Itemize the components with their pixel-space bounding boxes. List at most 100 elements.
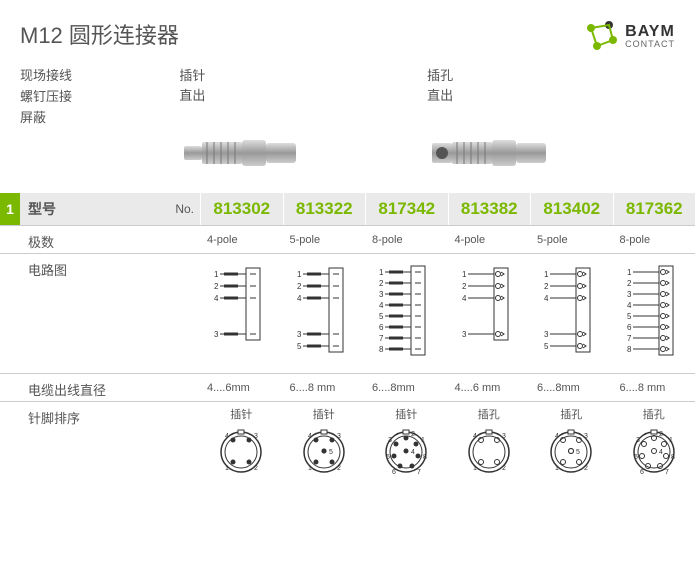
svg-text:4: 4 (627, 301, 632, 310)
svg-text:5: 5 (544, 342, 549, 351)
svg-text:4: 4 (659, 449, 663, 456)
svg-text:1: 1 (297, 270, 302, 279)
circuit-diagram: 1243 (200, 254, 283, 362)
circuit-diagram: 1243 (448, 254, 531, 362)
svg-text:1: 1 (462, 270, 467, 279)
svg-text:2: 2 (544, 282, 549, 291)
svg-text:8: 8 (627, 345, 632, 354)
model-number: 813382 (448, 193, 531, 225)
svg-text:4: 4 (411, 449, 415, 456)
svg-text:1: 1 (555, 465, 559, 472)
svg-text:2: 2 (584, 465, 588, 472)
svg-text:5: 5 (576, 449, 580, 456)
poles-row: 极数 4-pole 5-pole 8-pole 4-pole 5-pole 8-… (0, 225, 695, 253)
svg-text:3: 3 (636, 437, 640, 444)
pinout-sublabel: 插孔 (478, 406, 500, 422)
svg-text:1: 1 (544, 270, 549, 279)
cable-value: 6....8 mm (613, 374, 695, 401)
pinout-cell: 插针21876534 (365, 402, 448, 478)
pinout-cell: 插针43215 (283, 402, 366, 478)
svg-text:5: 5 (297, 342, 302, 351)
brand-name: BAYM (625, 24, 675, 40)
svg-text:3: 3 (544, 330, 549, 339)
svg-text:6: 6 (392, 469, 396, 476)
svg-text:1: 1 (214, 270, 219, 279)
svg-text:3: 3 (254, 433, 258, 440)
page-title: M12 圆形连接器 (20, 18, 179, 50)
connector-male-image (179, 123, 309, 183)
svg-text:3: 3 (297, 330, 302, 339)
pole-value: 8-pole (613, 226, 695, 253)
svg-text:2: 2 (627, 279, 632, 288)
svg-text:3: 3 (627, 290, 632, 299)
svg-text:2: 2 (411, 431, 415, 438)
svg-text:4: 4 (379, 301, 384, 310)
svg-text:7: 7 (417, 469, 421, 476)
model-number: 817342 (365, 193, 448, 225)
cable-row: 电缆出线直径 4....6mm 6....8 mm 6....8mm 4....… (0, 373, 695, 401)
spec-item: 螺钉压接 (20, 87, 179, 108)
svg-text:3: 3 (388, 437, 392, 444)
group-female: 插孔 直出 (427, 66, 675, 183)
svg-text:3: 3 (337, 433, 341, 440)
svg-text:4: 4 (544, 294, 549, 303)
model-label: 型号 (20, 193, 155, 225)
pinout-sublabel: 插孔 (560, 406, 582, 422)
group-label: 插针 (179, 66, 427, 86)
svg-text:4: 4 (473, 433, 477, 440)
svg-text:3: 3 (379, 290, 384, 299)
circuit-diagram: 1 2 4 3 5 (530, 254, 613, 362)
circuit-diagram: 12345678 (365, 254, 448, 362)
svg-text:5: 5 (627, 312, 632, 321)
svg-text:1: 1 (627, 268, 632, 277)
cable-value: 4....6 mm (448, 374, 531, 401)
model-number: 813322 (283, 193, 366, 225)
cable-value: 6....8mm (365, 374, 448, 401)
svg-text:7: 7 (665, 469, 669, 476)
svg-text:1: 1 (225, 465, 229, 472)
section-badge: 1 (0, 193, 20, 225)
svg-text:1: 1 (379, 268, 384, 277)
svg-text:7: 7 (627, 334, 632, 343)
logo-icon (583, 18, 619, 54)
pole-value: 5-pole (283, 226, 366, 253)
svg-text:4: 4 (555, 433, 559, 440)
pinout-row: 针脚排序 插针4321 插针43215 插针21876534 插孔4321 插孔… (0, 401, 695, 491)
pinout-cell: 插孔43215 (530, 402, 613, 478)
svg-text:7: 7 (379, 334, 384, 343)
model-number: 813302 (200, 193, 283, 225)
circuit-diagram: 12435 (283, 254, 366, 362)
svg-text:1: 1 (308, 465, 312, 472)
pole-value: 4-pole (448, 226, 531, 253)
row-label: 电路图 (0, 254, 200, 279)
svg-text:4: 4 (225, 433, 229, 440)
model-no-label: No. (155, 193, 200, 225)
svg-text:2: 2 (337, 465, 341, 472)
pinout-sublabel: 插针 (230, 406, 252, 422)
model-row: 1 型号 No. 813302 813322 817342 813382 813… (0, 193, 695, 225)
group-label: 直出 (427, 86, 675, 106)
svg-text:2: 2 (379, 279, 384, 288)
pole-value: 4-pole (200, 226, 283, 253)
svg-text:6: 6 (640, 469, 644, 476)
group-label: 直出 (179, 86, 427, 106)
svg-text:3: 3 (214, 330, 219, 339)
svg-text:4: 4 (308, 433, 312, 440)
svg-text:5: 5 (329, 449, 333, 456)
pinout-cell: 插孔21876534 (613, 402, 695, 478)
spec-item: 现场接线 (20, 66, 179, 87)
circuit-diagram: 12345678 (613, 254, 695, 362)
row-label: 针脚排序 (0, 402, 200, 427)
svg-text:4: 4 (297, 294, 302, 303)
left-specs: 现场接线 螺钉压接 屏蔽 (20, 66, 179, 183)
circuit-row: 电路图 1243 12435 12345678 1243 12435 12345… (0, 253, 695, 373)
svg-text:8: 8 (423, 454, 427, 461)
specs-row: 现场接线 螺钉压接 屏蔽 插针 直出 插孔 直出 (0, 54, 695, 183)
pinout-cell: 插针4321 (200, 402, 283, 478)
svg-text:5: 5 (634, 454, 638, 461)
pole-value: 8-pole (365, 226, 448, 253)
pinout-sublabel: 插孔 (643, 406, 665, 422)
cable-value: 4....6mm (200, 374, 283, 401)
row-label: 电缆出线直径 (0, 374, 200, 401)
pinout-sublabel: 插针 (395, 406, 417, 422)
